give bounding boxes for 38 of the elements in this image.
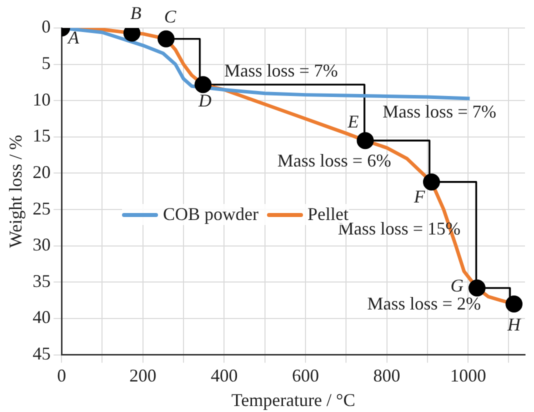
- annotation: Mass loss = 6%: [277, 150, 392, 170]
- y-tick-label: 30: [32, 234, 51, 255]
- annotation: Mass loss = 7%: [224, 60, 338, 80]
- y-tick-label: 20: [32, 162, 51, 182]
- point: [506, 295, 523, 312]
- legend-label: Pellet: [308, 204, 348, 224]
- y-tick-label: 40: [32, 307, 51, 328]
- point: [423, 173, 440, 190]
- annotation: D: [198, 90, 212, 110]
- x-axis-title: Temperature / °C: [231, 390, 356, 410]
- y-tick-label: 0: [42, 16, 51, 37]
- y-tick-label: 15: [32, 126, 51, 146]
- x-tick-label: 800: [373, 365, 400, 386]
- y-axis-title: Weight loss / %: [6, 134, 26, 248]
- annotation: A: [67, 28, 80, 48]
- annotation: F: [413, 186, 426, 207]
- x-tick-label: 200: [129, 365, 156, 386]
- point: [356, 132, 374, 150]
- y-tick-label: 25: [32, 198, 51, 218]
- point: [194, 76, 212, 94]
- x-tick-label: 1000: [450, 365, 486, 386]
- x-tick-label: 600: [292, 365, 319, 386]
- y-tick-label: 45: [32, 344, 51, 364]
- point: [158, 30, 175, 48]
- x-tick-label: 0: [57, 365, 66, 386]
- x-tick-label: 400: [210, 365, 238, 386]
- y-tick-label: 10: [32, 89, 51, 110]
- annotation: H: [506, 314, 522, 335]
- annotation: Mass loss = 7%: [382, 101, 496, 122]
- annotation: G: [450, 276, 464, 296]
- y-tick-label: 5: [42, 53, 51, 74]
- annotation: E: [346, 111, 359, 132]
- legend-label: COB powder: [163, 204, 258, 225]
- point: [468, 279, 486, 296]
- y-tick-label: 35: [32, 270, 51, 291]
- annotation: B: [130, 2, 142, 23]
- annotation: C: [164, 6, 178, 27]
- annotation: Mass loss = 2%: [367, 294, 481, 314]
